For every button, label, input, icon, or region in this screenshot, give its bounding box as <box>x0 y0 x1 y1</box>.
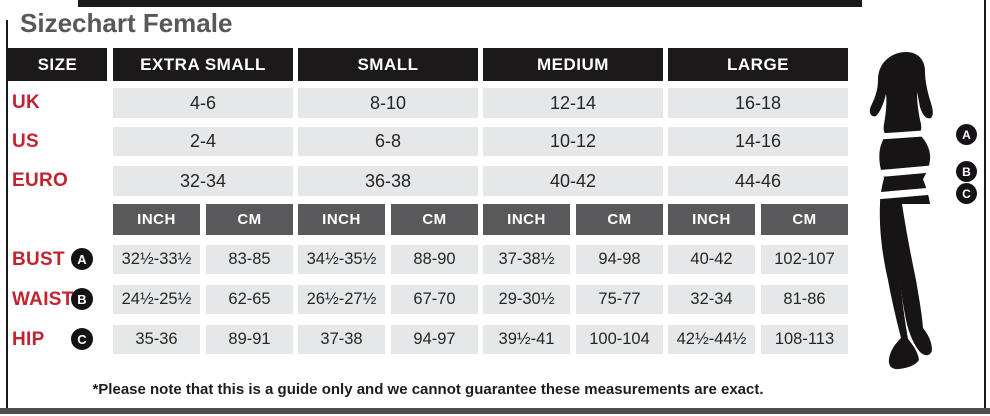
cell-bust-l-inch: 40-42 <box>668 245 755 274</box>
cell-waist-l-inch: 32-34 <box>668 285 755 314</box>
cell-uk-s: 8-10 <box>298 88 478 118</box>
cell-hip-l-cm: 108-113 <box>761 325 848 354</box>
cell-hip-xs-cm: 89-91 <box>206 325 293 354</box>
figure-c-badge: C <box>956 183 977 204</box>
figure-b-badge: B <box>956 161 977 182</box>
cell-waist-xs-inch: 24½-25½ <box>113 285 200 314</box>
unit-header-inch: INCH <box>483 204 570 235</box>
header-large: LARGE <box>668 48 848 81</box>
cell-uk-m: 12-14 <box>483 88 663 118</box>
cell-hip-l-inch: 42½-44½ <box>668 325 755 354</box>
unit-header-cm: CM <box>761 204 848 235</box>
cell-bust-m-inch: 37-38½ <box>483 245 570 274</box>
unit-header-inch: INCH <box>298 204 385 235</box>
footnote: *Please note that this is a guide only a… <box>92 381 764 398</box>
unit-header-inch: INCH <box>113 204 200 235</box>
unit-header-inch: INCH <box>668 204 755 235</box>
cell-bust-l-cm: 102-107 <box>761 245 848 274</box>
cell-us-s: 6-8 <box>298 127 478 156</box>
cell-waist-l-cm: 81-86 <box>761 285 848 314</box>
cell-euro-xs: 32-34 <box>113 166 293 196</box>
hip-c-badge: C <box>71 328 93 350</box>
cell-us-m: 10-12 <box>483 127 663 156</box>
bust-line-gap <box>867 129 935 141</box>
cell-bust-m-cm: 94-98 <box>576 245 663 274</box>
cell-euro-l: 44-46 <box>668 166 848 196</box>
frame-right-border <box>984 0 986 414</box>
cell-euro-s: 36-38 <box>298 166 478 196</box>
waist-line-gap <box>871 165 935 178</box>
female-figure-icon <box>867 52 937 370</box>
bust-a-badge: A <box>71 248 93 270</box>
row-label-waist: WAIST <box>12 288 74 310</box>
cell-waist-m-inch: 29-30½ <box>483 285 570 314</box>
header-medium: MEDIUM <box>483 48 663 81</box>
cell-waist-xs-cm: 62-65 <box>206 285 293 314</box>
hip-line-gap <box>871 187 937 200</box>
row-label-us: US <box>12 130 39 152</box>
frame-left-border <box>6 20 8 414</box>
header-extra-small: EXTRA SMALL <box>113 48 293 81</box>
cell-euro-m: 40-42 <box>483 166 663 196</box>
cell-bust-s-inch: 34½-35½ <box>298 245 385 274</box>
header-small: SMALL <box>298 48 478 81</box>
cell-hip-s-inch: 37-38 <box>298 325 385 354</box>
cell-bust-xs-inch: 32½-33½ <box>113 245 200 274</box>
unit-header-cm: CM <box>206 204 293 235</box>
row-label-hip: HIP <box>12 328 45 350</box>
cell-bust-xs-cm: 83-85 <box>206 245 293 274</box>
cell-hip-m-inch: 39½-41 <box>483 325 570 354</box>
cell-us-xs: 2-4 <box>113 127 293 156</box>
cell-waist-s-inch: 26½-27½ <box>298 285 385 314</box>
cell-uk-xs: 4-6 <box>113 88 293 118</box>
page-title: Sizechart Female <box>20 8 233 38</box>
frame-bottom-bar <box>0 408 990 414</box>
row-label-euro: EURO <box>12 170 69 191</box>
figure-a-badge: A <box>956 124 977 145</box>
cell-us-l: 14-16 <box>668 127 848 156</box>
unit-header-cm: CM <box>576 204 663 235</box>
cell-uk-l: 16-18 <box>668 88 848 118</box>
cell-hip-m-cm: 100-104 <box>576 325 663 354</box>
row-label-uk: UK <box>12 92 41 113</box>
cell-bust-s-cm: 88-90 <box>391 245 478 274</box>
waist-b-badge: B <box>71 288 93 310</box>
row-label-bust: BUST <box>12 248 65 270</box>
frame-top-bar <box>78 0 862 7</box>
cell-waist-m-cm: 75-77 <box>576 285 663 314</box>
cell-hip-xs-inch: 35-36 <box>113 325 200 354</box>
cell-waist-s-cm: 67-70 <box>391 285 478 314</box>
cell-hip-s-cm: 94-97 <box>391 325 478 354</box>
header-size: SIZE <box>8 48 107 81</box>
unit-header-cm: CM <box>391 204 478 235</box>
